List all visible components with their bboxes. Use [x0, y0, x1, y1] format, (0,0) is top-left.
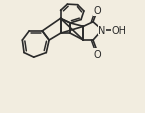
Text: O: O — [94, 6, 102, 16]
Text: N: N — [98, 26, 106, 35]
Text: O: O — [94, 49, 102, 59]
Text: OH: OH — [112, 26, 127, 35]
